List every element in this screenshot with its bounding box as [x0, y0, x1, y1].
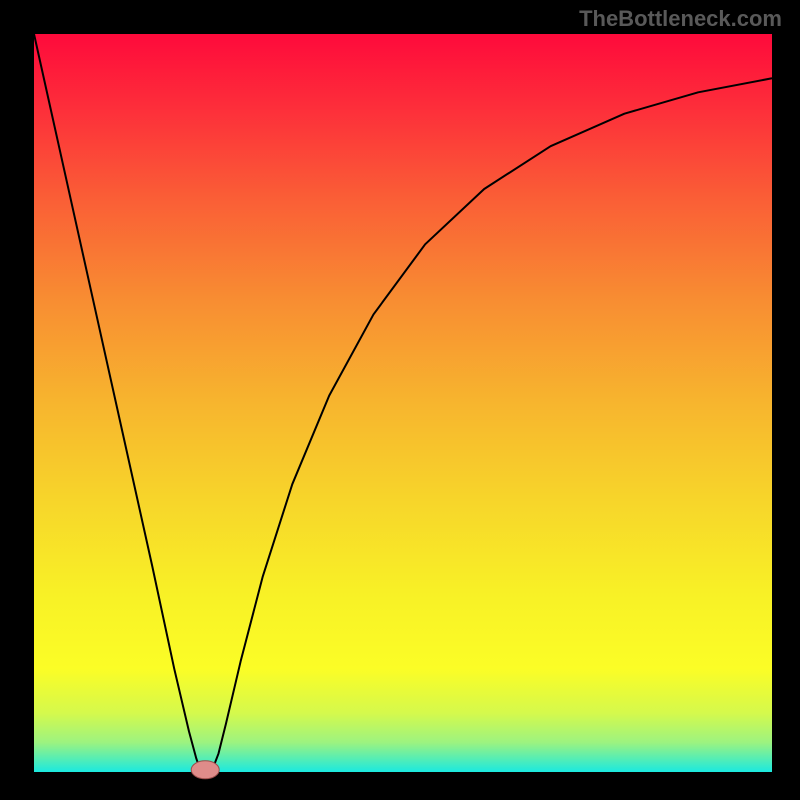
chart-container: TheBottleneck.com: [0, 0, 800, 800]
optimal-point-marker: [191, 761, 219, 779]
plot-background: [34, 34, 772, 772]
watermark-text: TheBottleneck.com: [579, 6, 782, 32]
bottleneck-chart: [0, 0, 800, 800]
